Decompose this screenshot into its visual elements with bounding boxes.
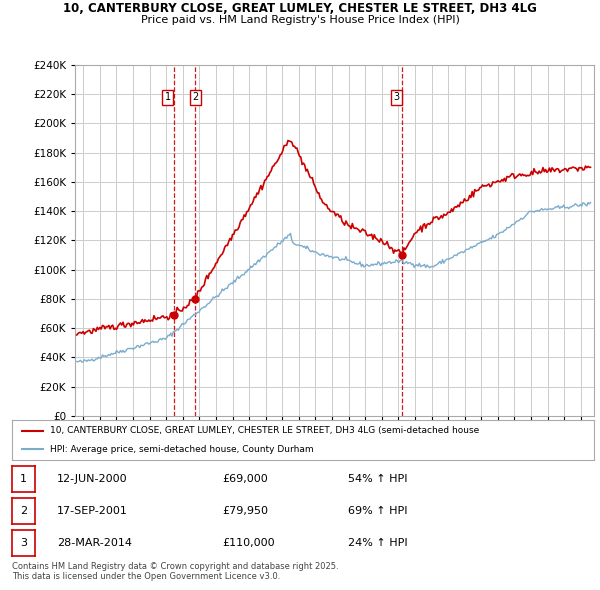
Text: 17-SEP-2001: 17-SEP-2001 [57, 506, 128, 516]
Text: 3: 3 [393, 92, 400, 102]
Text: Contains HM Land Registry data © Crown copyright and database right 2025.
This d: Contains HM Land Registry data © Crown c… [12, 562, 338, 581]
Text: 69% ↑ HPI: 69% ↑ HPI [348, 506, 407, 516]
Text: 1: 1 [20, 474, 27, 484]
Text: £79,950: £79,950 [222, 506, 268, 516]
Text: 10, CANTERBURY CLOSE, GREAT LUMLEY, CHESTER LE STREET, DH3 4LG: 10, CANTERBURY CLOSE, GREAT LUMLEY, CHES… [63, 2, 537, 15]
Text: 24% ↑ HPI: 24% ↑ HPI [348, 538, 407, 548]
Text: 2: 2 [192, 92, 199, 102]
Text: 1: 1 [165, 92, 171, 102]
Text: £69,000: £69,000 [222, 474, 268, 484]
Text: 54% ↑ HPI: 54% ↑ HPI [348, 474, 407, 484]
Text: Price paid vs. HM Land Registry's House Price Index (HPI): Price paid vs. HM Land Registry's House … [140, 15, 460, 25]
Text: 3: 3 [20, 538, 27, 548]
Text: HPI: Average price, semi-detached house, County Durham: HPI: Average price, semi-detached house,… [50, 445, 313, 454]
Text: £110,000: £110,000 [222, 538, 275, 548]
Text: 10, CANTERBURY CLOSE, GREAT LUMLEY, CHESTER LE STREET, DH3 4LG (semi-detached ho: 10, CANTERBURY CLOSE, GREAT LUMLEY, CHES… [50, 427, 479, 435]
Text: 28-MAR-2014: 28-MAR-2014 [57, 538, 132, 548]
Text: 2: 2 [20, 506, 27, 516]
Text: 12-JUN-2000: 12-JUN-2000 [57, 474, 128, 484]
